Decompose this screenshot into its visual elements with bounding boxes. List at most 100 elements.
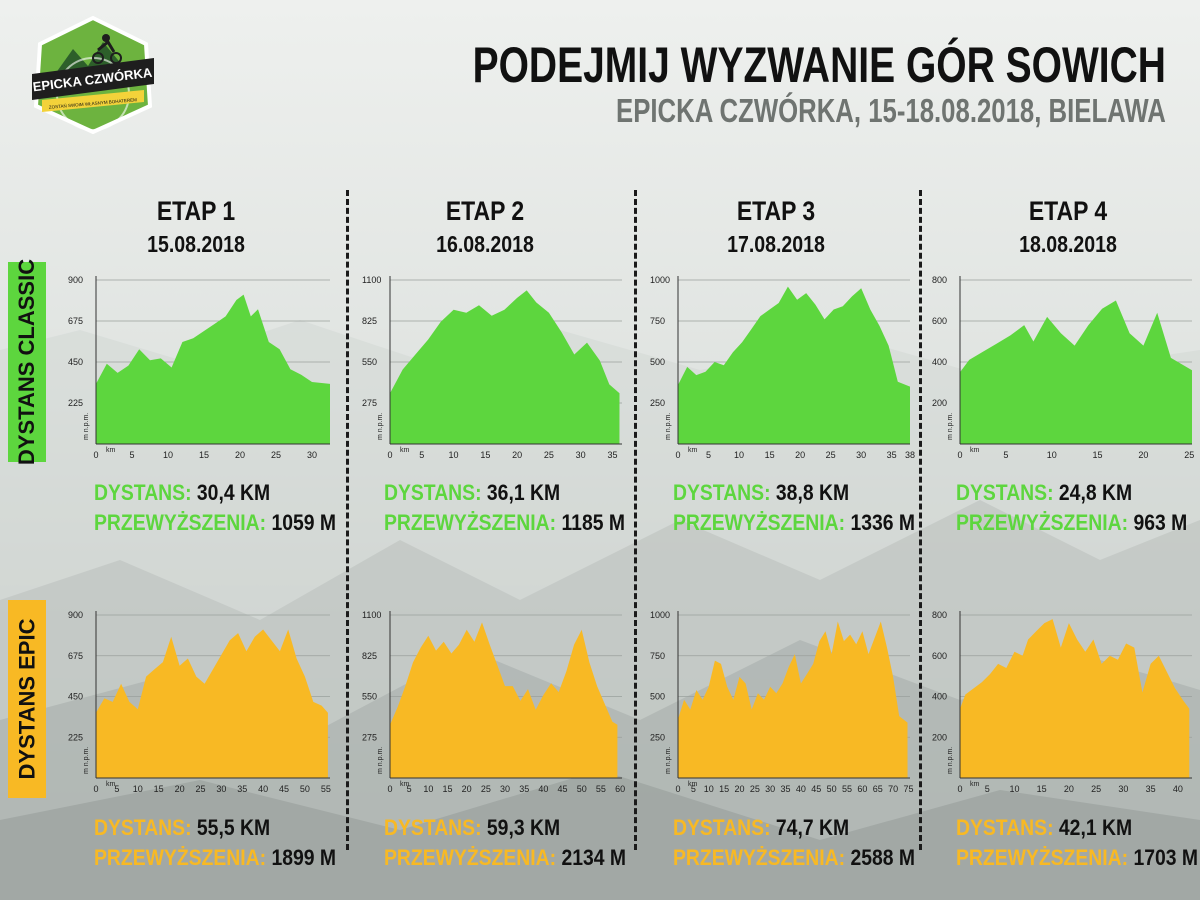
x-tick-label: 20	[795, 450, 805, 460]
page-title: PODEJMIJ WYZWANIE GÓR SOWICH	[472, 37, 1166, 93]
x-unit-label: km	[400, 447, 410, 454]
y-tick-label: 500	[650, 357, 665, 367]
x-tick-label: 40	[258, 784, 268, 794]
x-tick-label: 5	[985, 784, 990, 794]
y-tick-label: 500	[650, 692, 665, 702]
y-unit-label: m n.p.m.	[377, 413, 384, 440]
x-tick-label: 25	[195, 784, 205, 794]
x-unit-label: km	[106, 447, 116, 454]
y-unit-label: m n.p.m.	[83, 747, 90, 774]
x-tick-label: 5	[129, 450, 134, 460]
x-tick-label: 0	[675, 784, 680, 794]
stage-name: ETAP 1	[156, 196, 236, 226]
stat-label: DYSTANS:	[956, 815, 1054, 840]
elevation-area-classic	[678, 286, 910, 444]
x-tick-label: 15	[719, 784, 729, 794]
elevation-area-classic	[390, 290, 620, 444]
stage-name: ETAP 4	[1028, 196, 1108, 226]
x-tick-label: 60	[857, 784, 867, 794]
y-unit-label: m n.p.m.	[665, 747, 672, 774]
stat-value: 1336 M	[850, 510, 916, 535]
y-tick-label: 550	[362, 692, 377, 702]
stat-epic-distance-1: DYSTANS: 55,5 KM	[94, 815, 270, 841]
y-tick-label: 200	[932, 732, 947, 742]
stat-value: 1899 M	[271, 845, 337, 870]
stat-value: 38,8 KM	[775, 480, 850, 505]
x-tick-label: 70	[888, 784, 898, 794]
divider-3	[919, 190, 922, 850]
x-tick-label: 0	[387, 784, 392, 794]
x-tick-label: 30	[216, 784, 226, 794]
x-tick-label: 50	[827, 784, 837, 794]
x-tick-label: 30	[765, 784, 775, 794]
y-tick-label: 825	[362, 316, 377, 326]
stat-classic-climb-4: PRZEWYŻSZENIA: 963 M	[956, 510, 1187, 536]
x-tick-label: 5	[691, 784, 696, 794]
x-tick-label: 35	[237, 784, 247, 794]
stat-classic-distance-2: DYSTANS: 36,1 KM	[384, 480, 560, 506]
stat-classic-distance-3: DYSTANS: 38,8 KM	[673, 480, 849, 506]
x-tick-label: 5	[1003, 450, 1008, 460]
elevation-area-classic	[960, 300, 1192, 444]
stat-epic-distance-2: DYSTANS: 59,3 KM	[384, 815, 560, 841]
divider-2	[634, 190, 637, 850]
y-tick-label: 675	[68, 651, 83, 661]
y-tick-label: 250	[650, 732, 665, 742]
x-tick-label: 0	[93, 784, 98, 794]
stage-date: 16.08.2018	[436, 231, 534, 257]
y-tick-label: 800	[932, 275, 947, 285]
x-tick-label: 15	[199, 450, 209, 460]
x-tick-label: 45	[279, 784, 289, 794]
y-tick-label: 1100	[362, 610, 381, 620]
x-tick-label: 5	[419, 450, 424, 460]
stat-value: 1185 M	[561, 510, 625, 535]
x-tick-label: 20	[734, 784, 744, 794]
stat-label: PRZEWYŻSZENIA:	[956, 845, 1129, 870]
x-tick-label: 0	[387, 450, 392, 460]
stat-value: 55,5 KM	[196, 815, 271, 840]
stat-classic-distance-4: DYSTANS: 24,8 KM	[956, 480, 1132, 506]
stage-date: 18.08.2018	[1019, 231, 1117, 257]
stat-value: 1059 M	[271, 510, 337, 535]
y-tick-label: 1000	[650, 610, 670, 620]
y-tick-label: 675	[68, 316, 83, 326]
x-tick-label: 25	[750, 784, 760, 794]
stat-label: PRZEWYŻSZENIA:	[384, 510, 557, 535]
x-tick-label: 55	[321, 784, 331, 794]
x-unit-label: km	[688, 781, 698, 788]
x-tick-label: 35	[607, 450, 617, 460]
x-tick-label: 15	[1093, 450, 1103, 460]
x-tick-label: 25	[1091, 784, 1101, 794]
stage-name: ETAP 2	[445, 196, 525, 226]
x-tick-label: 10	[1009, 784, 1019, 794]
stat-value: 963 M	[1133, 510, 1188, 535]
stat-epic-climb-4: PRZEWYŻSZENIA: 1703 M	[956, 845, 1198, 871]
stat-value: 1703 M	[1133, 845, 1199, 870]
stat-label: PRZEWYŻSZENIA:	[384, 845, 557, 870]
x-tick-label: 40	[538, 784, 548, 794]
stage-date: 17.08.2018	[727, 231, 825, 257]
x-tick-label: 50	[300, 784, 310, 794]
x-tick-label: 20	[235, 450, 245, 460]
x-unit-label: km	[970, 781, 980, 788]
x-tick-label: 45	[811, 784, 821, 794]
stat-label: DYSTANS:	[384, 815, 482, 840]
x-tick-label: 20	[1138, 450, 1148, 460]
x-tick-label: 20	[512, 450, 522, 460]
y-tick-label: 900	[68, 275, 83, 285]
stat-classic-climb-2: PRZEWYŻSZENIA: 1185 M	[384, 510, 625, 536]
x-tick-label: 10	[163, 450, 173, 460]
stat-classic-climb-1: PRZEWYŻSZENIA: 1059 M	[94, 510, 336, 536]
x-tick-label: 30	[500, 784, 510, 794]
stage-header-4: ETAP 4 18.08.2018	[928, 196, 1200, 258]
y-tick-label: 225	[68, 398, 83, 408]
elevation-area-epic	[390, 622, 618, 778]
y-tick-label: 1000	[650, 275, 670, 285]
x-tick-label: 30	[576, 450, 586, 460]
stat-epic-distance-4: DYSTANS: 42,1 KM	[956, 815, 1132, 841]
x-tick-label: 20	[1064, 784, 1074, 794]
y-tick-label: 900	[68, 610, 83, 620]
y-tick-label: 750	[650, 316, 665, 326]
x-unit-label: km	[688, 447, 698, 454]
